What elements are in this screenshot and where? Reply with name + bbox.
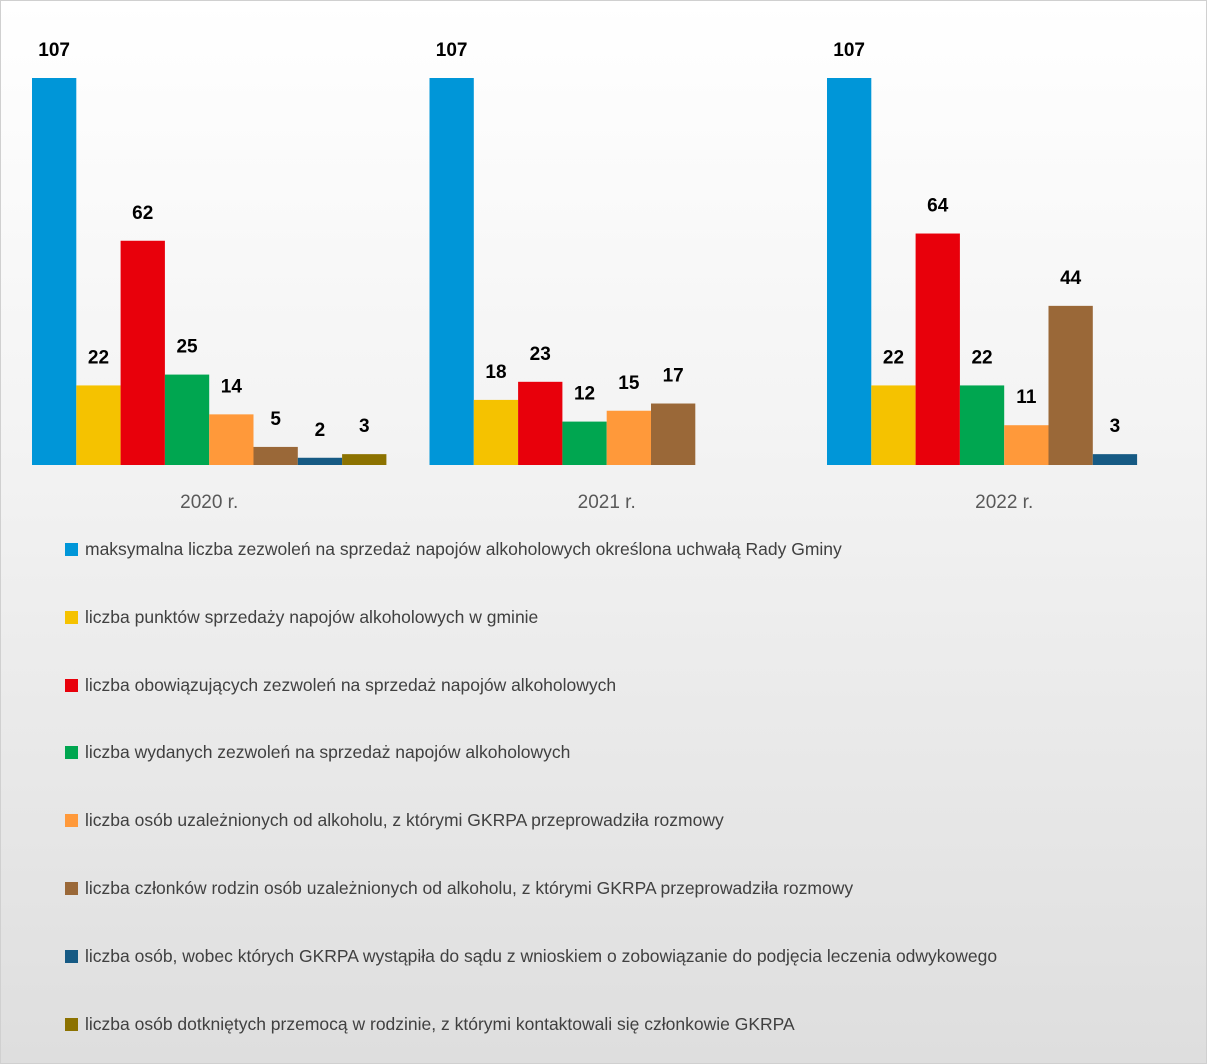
legend-swatch [65, 882, 78, 895]
data-label: 107 [833, 40, 865, 61]
legend-swatch [65, 746, 78, 759]
legend-item: liczba obowiązujących zezwoleń na sprzed… [65, 674, 1195, 697]
bar [76, 385, 121, 465]
data-label: 11 [1016, 387, 1037, 408]
legend-swatch [65, 679, 78, 692]
bar [959, 385, 1005, 465]
data-label: 64 [927, 196, 949, 217]
bar [342, 454, 387, 465]
legend-item: liczba osób dotkniętych przemocą w rodzi… [65, 1013, 1195, 1036]
data-label: 2 [315, 420, 326, 441]
legend-swatch [65, 611, 78, 624]
data-label: 25 [176, 337, 198, 358]
bar [164, 374, 210, 465]
data-label: 107 [436, 40, 468, 61]
bar [562, 421, 607, 465]
bar [871, 385, 916, 465]
bar [1004, 425, 1049, 465]
legend-swatch [65, 814, 78, 827]
legend-item: liczba członków rodzin osób uzależnionyc… [65, 877, 1195, 900]
data-label: 17 [663, 366, 684, 387]
legend-label: liczba obowiązujących zezwoleń na sprzed… [85, 675, 617, 695]
bar [606, 410, 651, 465]
bar [1048, 305, 1093, 465]
data-label: 107 [38, 40, 70, 61]
bar [1092, 454, 1138, 465]
data-label: 18 [485, 362, 506, 383]
data-label: 3 [359, 416, 370, 437]
data-label: 22 [971, 347, 992, 368]
legend-label: liczba osób dotkniętych przemocą w rodzi… [85, 1014, 795, 1034]
legend-item: liczba osób uzależnionych od alkoholu, z… [65, 809, 1195, 832]
data-label: 44 [1060, 268, 1082, 289]
bar [827, 78, 872, 465]
x-tick-label: 2020 r. [180, 492, 238, 513]
x-tick-label: 2021 r. [578, 492, 636, 513]
bar [253, 446, 298, 465]
bar [32, 78, 77, 465]
data-label: 3 [1110, 416, 1121, 437]
legend-swatch [65, 543, 78, 556]
bar [429, 78, 474, 465]
legend-item: maksymalna liczba zezwoleń na sprzedaż n… [65, 538, 1195, 561]
legend-label: liczba punktów sprzedaży napojów alkohol… [85, 607, 539, 627]
data-label: 22 [88, 347, 109, 368]
bar [473, 399, 519, 465]
data-label: 12 [574, 384, 595, 405]
bar [120, 240, 165, 465]
legend-label: liczba członków rodzin osób uzależnionyc… [85, 878, 854, 898]
bar [518, 381, 563, 465]
legend-swatch [65, 950, 78, 963]
legend-label: liczba osób uzależnionych od alkoholu, z… [85, 810, 724, 830]
legend-item: liczba osób, wobec których GKRPA wystąpi… [65, 945, 1195, 968]
data-label: 14 [221, 376, 243, 397]
legend-label: liczba osób, wobec których GKRPA wystąpi… [85, 946, 998, 966]
bar [651, 403, 696, 465]
bar [297, 457, 343, 465]
data-label: 5 [270, 409, 281, 430]
data-label: 15 [618, 373, 640, 394]
legend-label: maksymalna liczba zezwoleń na sprzedaż n… [85, 539, 842, 559]
bar [209, 414, 254, 465]
data-label: 23 [530, 344, 551, 365]
legend-item: liczba punktów sprzedaży napojów alkohol… [65, 606, 1195, 629]
legend-swatch [65, 1018, 78, 1031]
data-label: 62 [132, 203, 153, 224]
data-label: 22 [883, 347, 904, 368]
bar [915, 233, 960, 465]
legend-item: liczba wydanych zezwoleń na sprzedaż nap… [65, 741, 1195, 764]
x-tick-label: 2022 r. [975, 492, 1033, 513]
legend-label: liczba wydanych zezwoleń na sprzedaż nap… [85, 742, 571, 762]
